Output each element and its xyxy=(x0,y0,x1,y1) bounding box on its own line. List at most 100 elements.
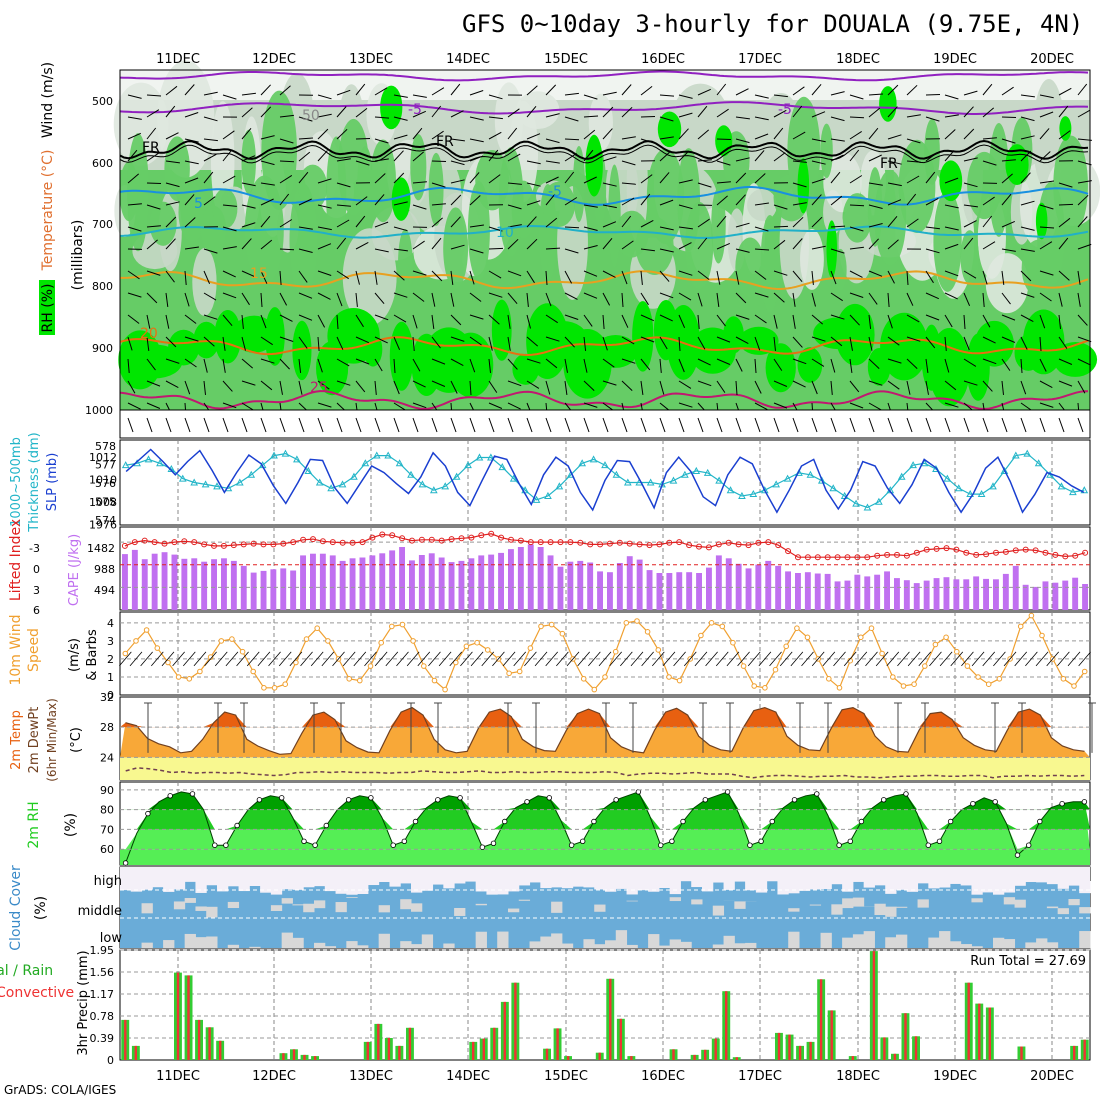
rh2m-point xyxy=(1081,799,1088,805)
lifted-index-point xyxy=(1062,553,1069,560)
wind-barb xyxy=(488,358,491,373)
wind-barb xyxy=(1077,216,1088,228)
precip-convective-bar xyxy=(1020,1046,1023,1060)
wind-barb xyxy=(982,215,993,228)
surface-wind-barb xyxy=(412,417,419,433)
wind-barb xyxy=(260,182,275,186)
wind-barb xyxy=(336,106,347,118)
wind-barb xyxy=(887,199,902,206)
cape-bar xyxy=(715,555,722,610)
wind-barb xyxy=(1077,292,1081,307)
surface-wind-barb-small xyxy=(406,651,420,667)
cape-label: CAPE (J/kg) xyxy=(67,534,82,606)
low-cloud-gap xyxy=(411,944,423,948)
high-cloud-gap xyxy=(1068,881,1080,886)
lifted-index-point xyxy=(874,552,881,559)
wind-barb xyxy=(317,94,332,100)
wind-barb xyxy=(355,380,366,393)
lifted-index-point xyxy=(211,542,217,549)
wind-barb xyxy=(754,380,762,394)
wind-barb xyxy=(298,336,308,349)
surface-wind-barb-small xyxy=(449,651,463,667)
wind-barb xyxy=(849,336,853,351)
surface-wind-barb-small xyxy=(556,651,569,667)
wind-barb xyxy=(830,314,845,320)
wind-barb xyxy=(735,88,749,96)
thickness-point xyxy=(464,461,472,469)
high-cloud-gap xyxy=(777,881,789,895)
wind-barb xyxy=(260,380,273,391)
high-cloud-gap xyxy=(281,881,293,890)
date-label-bottom: 19DEC xyxy=(933,1069,977,1084)
wind-barb xyxy=(450,244,465,250)
precip-convective-bar xyxy=(1083,1039,1086,1060)
wind-barb xyxy=(222,314,233,327)
precip-convective-bar xyxy=(777,1032,781,1060)
rh-mid-patch xyxy=(289,183,318,297)
wind-barb xyxy=(355,160,370,166)
rh-mid-patch xyxy=(988,123,1010,237)
wind-barb xyxy=(279,248,295,251)
wind-barb xyxy=(1001,86,1014,96)
rh-mid-patch xyxy=(398,229,413,298)
wind-barb xyxy=(507,224,522,228)
date-label-top: 16DEC xyxy=(641,52,685,67)
wind-barb xyxy=(545,160,560,164)
wind-barb xyxy=(526,380,540,389)
lifted-index-point xyxy=(943,545,950,552)
wind-barb xyxy=(754,150,765,162)
low-cloud-gap xyxy=(561,943,574,948)
wind-barb xyxy=(545,336,560,342)
wind-barb xyxy=(754,133,769,140)
wind-barb xyxy=(127,116,142,120)
surface-wind-barb-small xyxy=(897,651,910,667)
wind-barb xyxy=(944,336,947,351)
wind-barb xyxy=(640,358,651,371)
middle-cloud-gap xyxy=(292,904,304,906)
low-cloud-gap xyxy=(615,930,628,948)
low-cloud-gap xyxy=(163,940,175,948)
lifted-index-point xyxy=(250,540,257,547)
wind-barb xyxy=(811,216,823,228)
wind-speed-point xyxy=(122,650,129,657)
date-label-bottom: 13DEC xyxy=(349,1069,393,1084)
cape-bar xyxy=(418,555,425,610)
rh2m-point xyxy=(546,795,552,801)
thickness-point xyxy=(384,451,393,459)
wind-barb xyxy=(184,217,196,228)
wind-barb xyxy=(203,196,216,206)
thickness-point xyxy=(498,463,507,471)
precip-convective-bar xyxy=(967,982,970,1060)
surface-wind-barb-small xyxy=(843,651,857,667)
wind-speed-point xyxy=(900,683,907,689)
thickness-point xyxy=(121,461,130,469)
wind-barb xyxy=(545,217,558,228)
cape-bar xyxy=(765,560,772,610)
thickness-point xyxy=(315,478,324,486)
thickness-point xyxy=(304,466,313,474)
low-cloud-gap xyxy=(443,943,455,948)
wind-barb xyxy=(165,160,180,164)
wind-barb xyxy=(146,109,160,118)
cloud-level-label: high xyxy=(94,874,122,889)
thickness-point xyxy=(190,478,199,486)
surface-wind-barb xyxy=(602,417,609,433)
rh2m-point xyxy=(502,818,508,825)
surface-wind-barb xyxy=(431,417,438,433)
low-cloud-gap xyxy=(960,944,972,948)
cape-bar xyxy=(201,561,208,610)
surface-wind-barb-small xyxy=(971,651,985,667)
wind-barb xyxy=(754,173,766,184)
wind-barb xyxy=(849,94,864,100)
middle-cloud-gap xyxy=(141,903,153,914)
rh2m-point xyxy=(847,838,853,844)
wind-barb xyxy=(1077,380,1086,394)
rh-mid-patch xyxy=(608,164,621,268)
wind-barb xyxy=(982,160,997,166)
wind-barb xyxy=(697,88,712,96)
wind-barb xyxy=(298,137,314,140)
wind-barb xyxy=(336,292,343,307)
wind-barb xyxy=(830,248,845,254)
high-cloud-gap xyxy=(357,881,369,895)
wind-barb xyxy=(298,151,311,162)
